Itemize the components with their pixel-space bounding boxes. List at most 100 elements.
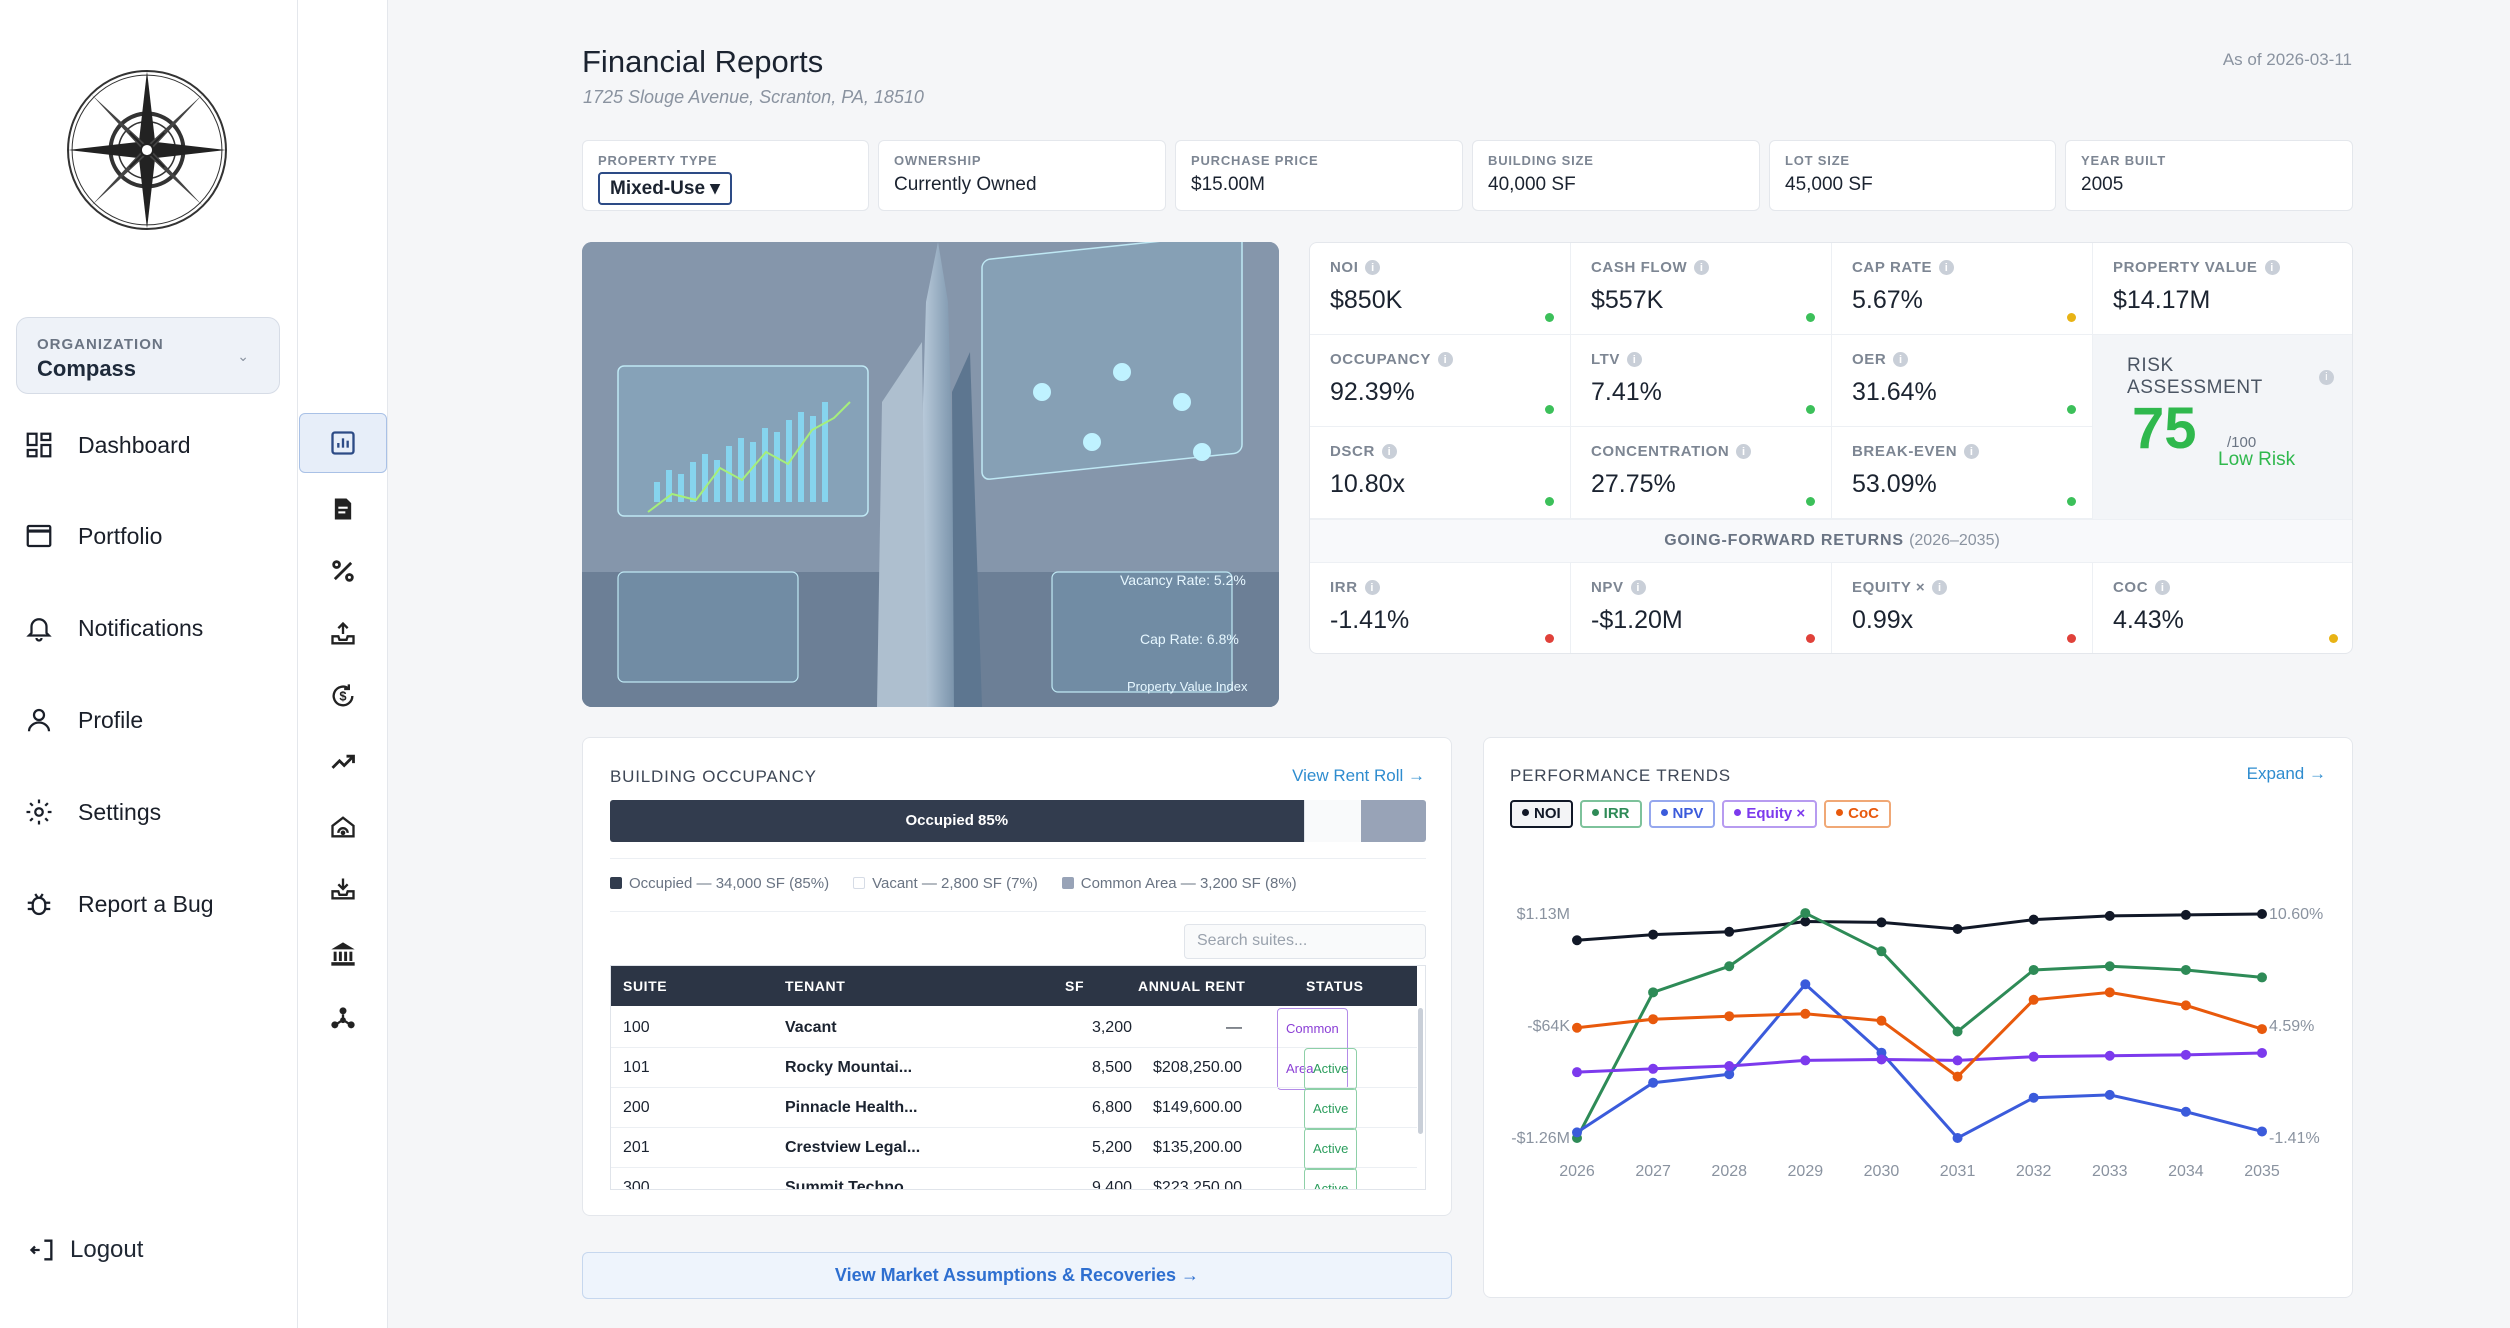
info-icon[interactable]: i — [1736, 444, 1752, 459]
metric-concentration-value: 27.75% — [1591, 470, 1676, 498]
info-icon[interactable]: i — [1381, 444, 1397, 459]
info-icon[interactable]: i — [1365, 260, 1381, 275]
property-type-label: PROPERTY TYPE — [598, 153, 718, 168]
building-size-label: BUILDING SIZE — [1488, 153, 1594, 168]
info-icon[interactable]: i — [1964, 444, 1980, 459]
legend-common-area: Common Area — 3,200 SF (8%) — [1061, 875, 1297, 892]
info-icon[interactable]: i — [1627, 352, 1643, 367]
dollar-refresh-icon: $ — [332, 684, 354, 707]
chip-equity[interactable]: Equity × — [1722, 800, 1818, 828]
logout-button[interactable]: Logout — [28, 1236, 143, 1264]
data-point — [2028, 914, 2039, 925]
data-point — [1876, 946, 1887, 957]
metric-npv-value: -$1.20M — [1591, 606, 1683, 634]
view-market-assumptions-button[interactable]: View Market Assumptions & Recoveries → — [582, 1252, 1452, 1299]
chip-npv-label: NPV — [1672, 805, 1704, 822]
rail-documents[interactable] — [298, 479, 388, 539]
table-row[interactable]: 300 Summit Techno... 9,400 $223,250.00 A… — [611, 1168, 1417, 1189]
metric-ltv: LTV i 7.41% — [1571, 335, 1832, 427]
info-icon[interactable]: i — [1437, 352, 1453, 367]
right-axis-tick: 10.60% — [2269, 906, 2323, 923]
suites-table: SUITE TENANT SF ANNUAL RENT STATUS 100 V… — [610, 965, 1426, 1190]
table-row[interactable]: 200 Pinnacle Health... 6,800 $149,600.00… — [611, 1088, 1417, 1130]
year-built-label: YEAR BUILT — [2081, 153, 2167, 168]
performance-trends-panel: PERFORMANCE TRENDS Expand → NOI IRR NPV Equ… — [1483, 737, 2353, 1298]
search-suites-input[interactable]: Search suites... — [1184, 924, 1426, 959]
inbox-upload-icon — [331, 621, 355, 645]
chip-coc[interactable]: CoC — [1824, 800, 1891, 828]
property-type-select[interactable]: Mixed-Use ▾ — [598, 172, 732, 205]
hero-pvi-text: Property Value Index — [1127, 679, 1248, 694]
rail-financial-reports[interactable] — [299, 413, 387, 473]
metrics-panel: NOI i $850K CASH FLOW i $557K CAP RATE i 5.… — [1309, 242, 2353, 654]
x-axis-tick: 2026 — [1559, 1163, 1595, 1180]
table-row[interactable]: 100 Vacant 3,200 — Common Area — [611, 1008, 1417, 1090]
rail-rates[interactable] — [298, 541, 388, 601]
info-icon[interactable]: i — [1893, 352, 1909, 367]
rail-download[interactable] — [298, 859, 388, 919]
table-scrollbar[interactable] — [1418, 1008, 1423, 1134]
data-point — [2028, 964, 2039, 975]
rail-trends[interactable] — [298, 732, 388, 792]
data-point — [1876, 1015, 1887, 1026]
chip-noi[interactable]: NOI — [1510, 800, 1573, 828]
col-sf[interactable]: SF — [1065, 978, 1085, 994]
info-icon[interactable]: i — [2155, 580, 2171, 595]
table-row[interactable]: 101 Rocky Mountai... 8,500 $208,250.00 A… — [611, 1048, 1417, 1090]
trends-title: PERFORMANCE TRENDS — [1510, 766, 1731, 785]
nav-report-bug[interactable]: Report a Bug — [24, 879, 214, 929]
rail-network[interactable] — [298, 989, 388, 1049]
data-point — [1952, 1026, 1963, 1037]
info-icon[interactable]: i — [1932, 580, 1948, 595]
cell-tenant: Rocky Mountai... — [785, 1059, 913, 1076]
chip-irr[interactable]: IRR — [1579, 800, 1642, 828]
col-suite[interactable]: SUITE — [623, 978, 668, 994]
data-point — [2180, 1000, 2191, 1011]
bank-icon — [331, 942, 355, 966]
rail-cashflow[interactable]: $ — [298, 666, 388, 726]
icon-rail: $ — [298, 0, 388, 1328]
nav-portfolio[interactable]: Portfolio — [24, 511, 162, 561]
bell-icon — [26, 618, 52, 642]
rail-property[interactable] — [298, 797, 388, 857]
expand-link[interactable]: Expand → — [2246, 764, 2326, 783]
metric-cap-rate-label: CAP RATE — [1852, 259, 1933, 276]
table-row[interactable]: 201 Crestview Legal... 5,200 $135,200.00… — [611, 1128, 1417, 1170]
info-icon[interactable]: i — [1364, 580, 1380, 595]
nav-dashboard[interactable]: Dashboard — [24, 420, 191, 470]
nav-notifications[interactable]: Notifications — [24, 603, 203, 653]
status-dot-red — [1806, 634, 1815, 643]
cell-suite: 101 — [623, 1059, 650, 1076]
data-point — [1572, 935, 1582, 946]
metric-cap-rate: CAP RATE i 5.67% — [1832, 243, 2093, 335]
col-tenant[interactable]: TENANT — [785, 978, 846, 994]
data-point — [1800, 1055, 1811, 1066]
legend-occupied: Occupied — 34,000 SF (85%) — [610, 875, 829, 892]
info-icon[interactable]: i — [2264, 260, 2280, 275]
col-annual-rent[interactable]: ANNUAL RENT — [1138, 978, 1246, 994]
data-point — [1800, 916, 1811, 927]
status-badge: Common Area — [1277, 1008, 1348, 1090]
left-axis-tick: -$64K — [1527, 1018, 1570, 1035]
rail-bank[interactable] — [298, 924, 388, 984]
col-status[interactable]: STATUS — [1306, 978, 1364, 994]
status-dot-green — [1806, 313, 1815, 322]
nav-settings[interactable]: Settings — [24, 787, 161, 837]
info-icon[interactable]: i — [1694, 260, 1710, 275]
status-dot-green — [1545, 497, 1554, 506]
info-icon[interactable]: i — [2319, 369, 2334, 385]
info-icon[interactable]: i — [1630, 580, 1646, 595]
organization-selector[interactable]: ORGANIZATION Compass ⌄ — [16, 317, 280, 394]
data-point — [2104, 1089, 2115, 1100]
info-icon[interactable]: i — [1939, 260, 1955, 275]
status-dot-yellow — [2329, 634, 2338, 643]
vacant-segment — [1303, 800, 1361, 842]
view-rent-roll-link[interactable]: View Rent Roll → — [1292, 766, 1425, 785]
rail-upload[interactable] — [298, 604, 388, 664]
nav-profile[interactable]: Profile — [24, 695, 143, 745]
metric-coc-value: 4.43% — [2113, 606, 2184, 634]
x-axis-tick: 2033 — [2092, 1163, 2128, 1180]
data-point — [1800, 979, 1811, 990]
data-point — [2028, 994, 2039, 1005]
chip-npv[interactable]: NPV — [1648, 800, 1716, 828]
